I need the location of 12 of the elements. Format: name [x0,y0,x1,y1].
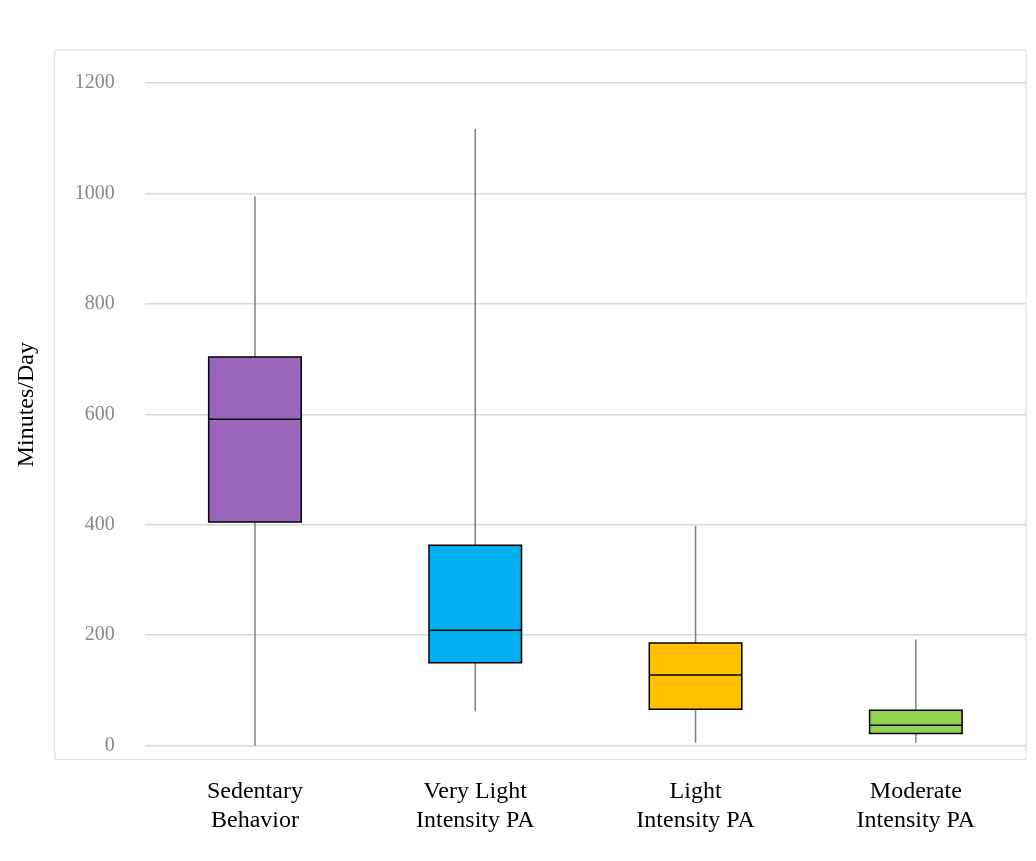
y-tick-label: 1200 [74,70,115,93]
y-tick-label: 800 [84,291,115,314]
x-tick-label: Light Intensity PA [636,777,756,832]
x-tick-label: Sedentary Behavior [206,777,303,832]
y-axis-title: Minutes/Day [11,342,38,468]
x-tick-label: Very Light Intensity PA [416,777,536,832]
x-tick-label: Moderate Intensity PA [856,777,976,832]
y-tick-label: 400 [84,512,115,535]
y-tick-label: 600 [84,401,115,424]
y-tick-label: 1000 [74,180,115,203]
y-tick-label: 0 [104,732,115,755]
y-tick-label: 200 [84,622,115,645]
